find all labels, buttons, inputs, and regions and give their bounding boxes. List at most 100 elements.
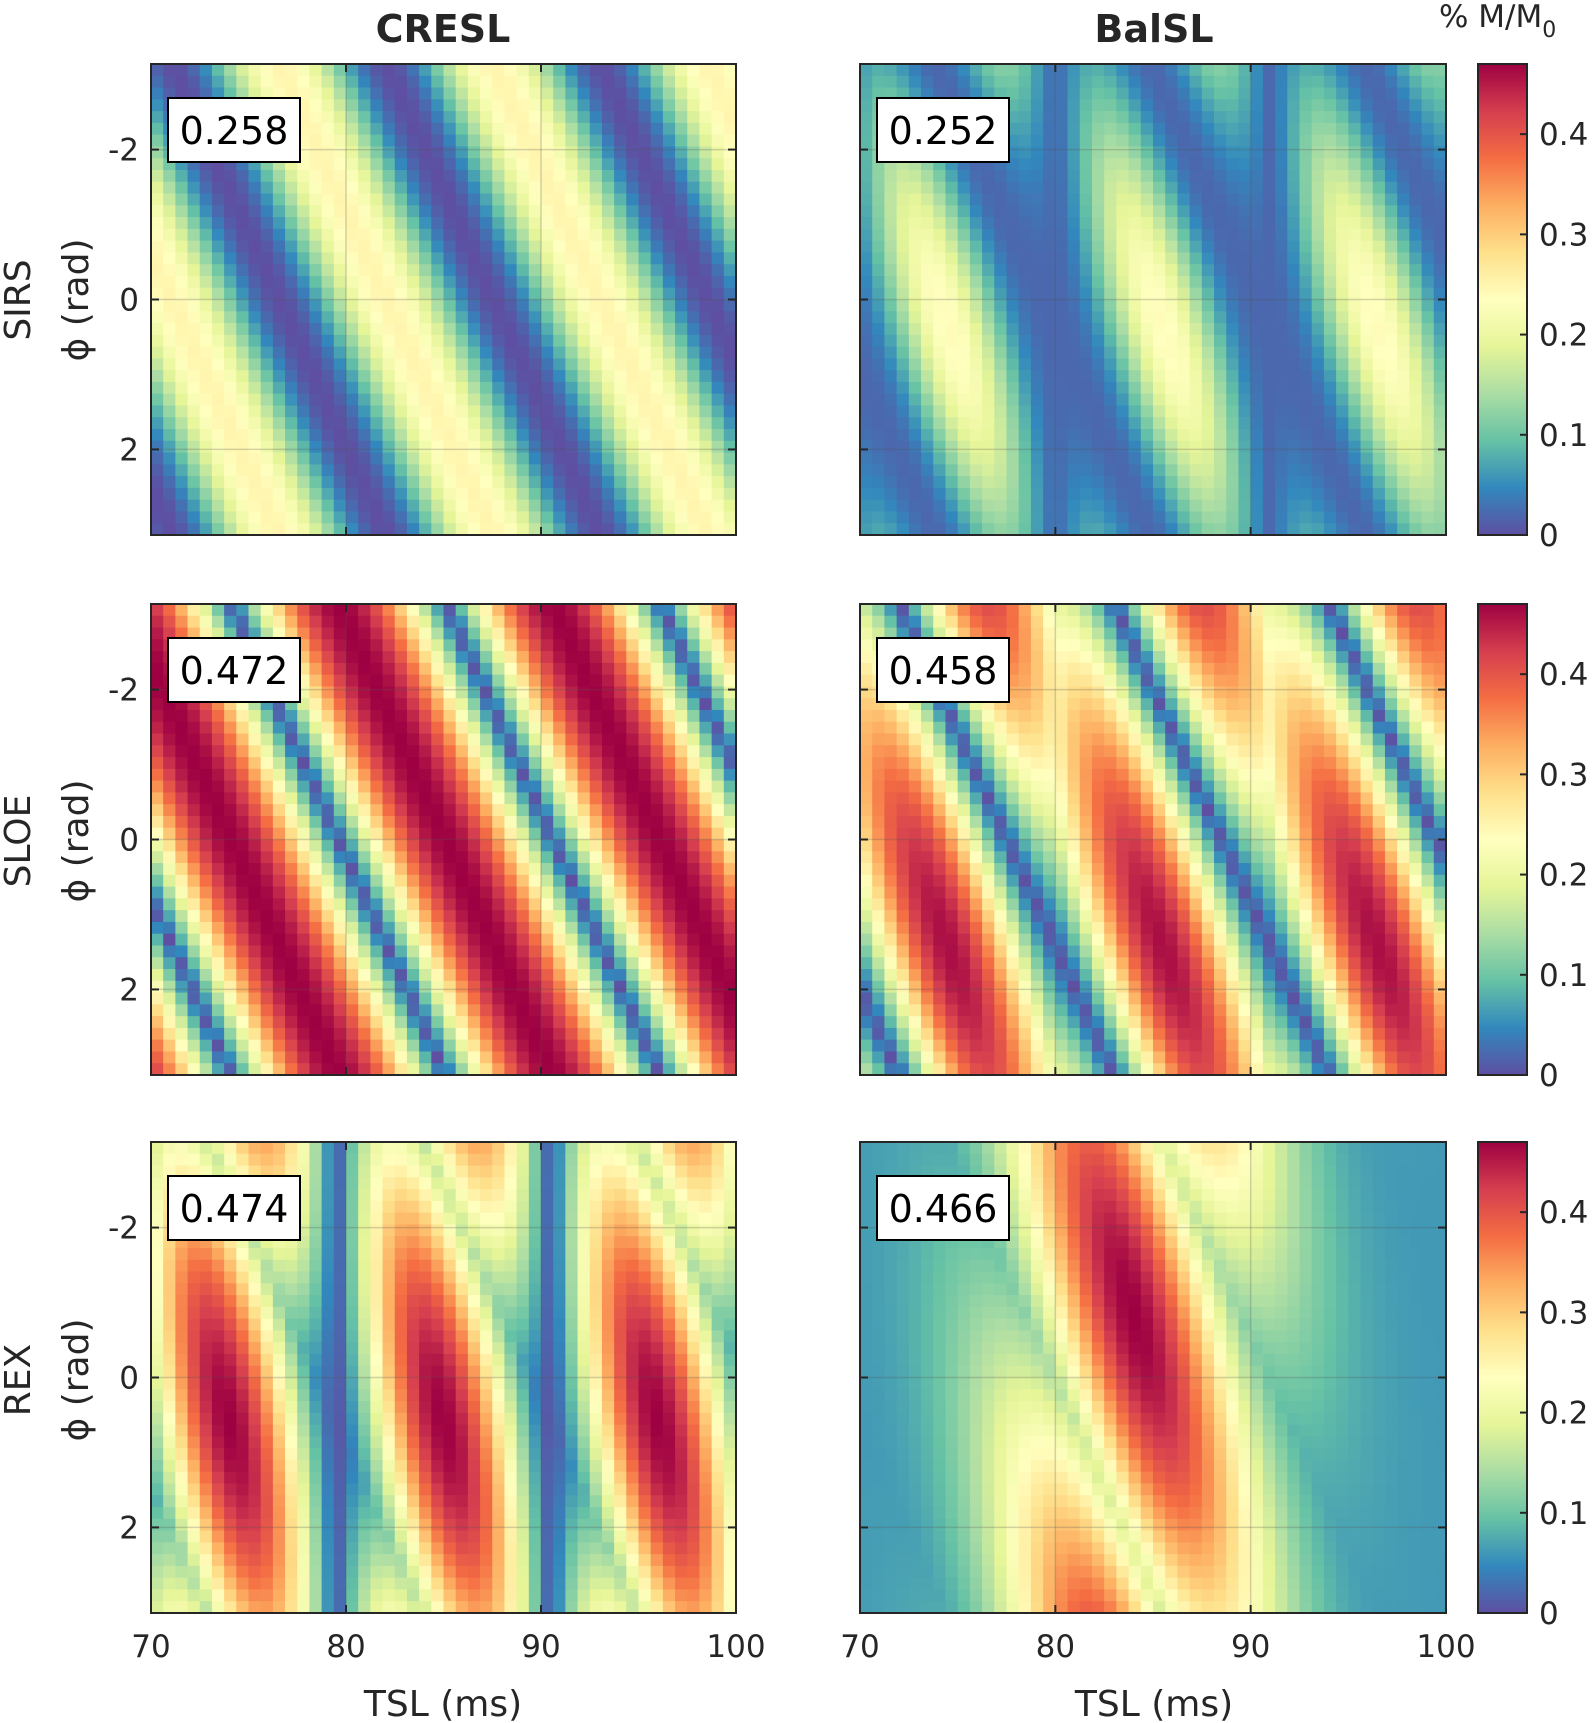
heatmap-cell (321, 393, 335, 407)
heatmap-cell (443, 945, 457, 958)
heatmap-cell (638, 381, 652, 395)
heatmap-cell (675, 299, 688, 312)
heatmap-cell (1372, 440, 1386, 454)
heatmap-cell (957, 252, 971, 265)
heatmap-cell (394, 499, 408, 513)
heatmap-cell (382, 886, 396, 899)
heatmap-cell (467, 992, 481, 1005)
heatmap-cell (236, 627, 250, 640)
heatmap-cell (187, 721, 201, 735)
heatmap-cell (260, 1051, 274, 1064)
heatmap-cell (1384, 323, 1398, 336)
heatmap-cell (908, 429, 922, 442)
heatmap-cell (431, 604, 445, 617)
heatmap-cell (272, 709, 286, 723)
heatmap-cell (224, 405, 237, 418)
heatmap-cell (516, 346, 530, 359)
heatmap-cell (224, 228, 237, 242)
heatmap-cell (541, 87, 554, 100)
heatmap-cell (1262, 87, 1276, 100)
heatmap-cell (1250, 205, 1264, 218)
heatmap-cell (187, 945, 201, 958)
heatmap-cell (1360, 134, 1374, 148)
heatmap-cell (419, 768, 432, 782)
heatmap-cell (589, 346, 603, 359)
heatmap-cell (994, 334, 1008, 348)
heatmap-cell (1128, 158, 1142, 171)
heatmap-cell (309, 264, 323, 277)
heatmap-cell (151, 992, 164, 1005)
heatmap-cell (175, 487, 189, 501)
heatmap-cell (933, 252, 947, 265)
heatmap-cell (224, 933, 237, 947)
heatmap-cell (370, 627, 384, 640)
heatmap-cell (260, 851, 274, 864)
heatmap-cell (1409, 287, 1423, 301)
heatmap-cell (1421, 158, 1435, 171)
heatmap-cell (1128, 111, 1142, 124)
heatmap-cell (945, 370, 959, 383)
heatmap-cell (626, 487, 640, 501)
heatmap-cell (1311, 169, 1325, 183)
heatmap-cell (211, 910, 225, 923)
heatmap-cell (285, 757, 298, 770)
heatmap-cell (1165, 523, 1179, 536)
heatmap-cell (504, 75, 518, 89)
heatmap-cell (860, 75, 873, 89)
heatmap-cell (1397, 122, 1410, 136)
heatmap-cell (553, 264, 566, 277)
heatmap-cell (370, 275, 384, 289)
heatmap-cell (382, 87, 396, 100)
heatmap-cell (1043, 122, 1056, 136)
heatmap-cell (370, 957, 384, 970)
heatmap-cell (884, 228, 898, 242)
heatmap-cell (431, 299, 445, 312)
heatmap-cell (1018, 228, 1032, 242)
heatmap-cell (163, 709, 176, 723)
heatmap-cell (467, 686, 481, 699)
heatmap-cell (431, 1063, 445, 1076)
heatmap-cell (1153, 287, 1166, 301)
heatmap-cell (321, 205, 335, 218)
heatmap-cell (614, 217, 627, 230)
heatmap-cell (908, 87, 922, 100)
heatmap-cell (333, 709, 347, 723)
heatmap-cell (589, 252, 603, 265)
heatmap-cell (431, 674, 445, 688)
heatmap-cell (1091, 169, 1105, 183)
heatmap-cell (565, 181, 579, 195)
heatmap-cell (297, 921, 311, 935)
heatmap-cell (565, 346, 579, 359)
heatmap-cell (224, 721, 237, 735)
heatmap-cell (541, 334, 554, 348)
heatmap-cell (285, 945, 298, 958)
heatmap-cell (1140, 205, 1154, 218)
heatmap-cell (945, 181, 959, 195)
heatmap-cell (1079, 346, 1093, 359)
heatmap-cell (1250, 299, 1264, 312)
heatmap-cell (455, 87, 469, 100)
heatmap-cell (921, 169, 934, 183)
heatmap-cell (933, 228, 947, 242)
heatmap-cell (1409, 181, 1423, 195)
heatmap-cell (969, 323, 983, 336)
heatmap-cell (455, 334, 469, 348)
heatmap-cell (541, 440, 554, 454)
heatmap-cell (1043, 440, 1056, 454)
heatmap-cell (406, 252, 420, 265)
heatmap-cell (333, 523, 347, 536)
heatmap-cell (626, 87, 640, 100)
heatmap-cell (553, 487, 566, 501)
heatmap-cell (455, 921, 469, 935)
heatmap-cell (455, 1063, 469, 1076)
heatmap-cell (994, 228, 1008, 242)
heatmap-cell (662, 358, 676, 371)
heatmap-cell (211, 1039, 225, 1053)
heatmap-cell (650, 181, 664, 195)
heatmap-cell (601, 464, 615, 477)
heatmap-cell (1043, 499, 1056, 513)
heatmap-cell (589, 193, 603, 206)
heatmap-cell (297, 405, 311, 418)
heatmap-cell (982, 358, 995, 371)
heatmap-cell (492, 370, 506, 383)
